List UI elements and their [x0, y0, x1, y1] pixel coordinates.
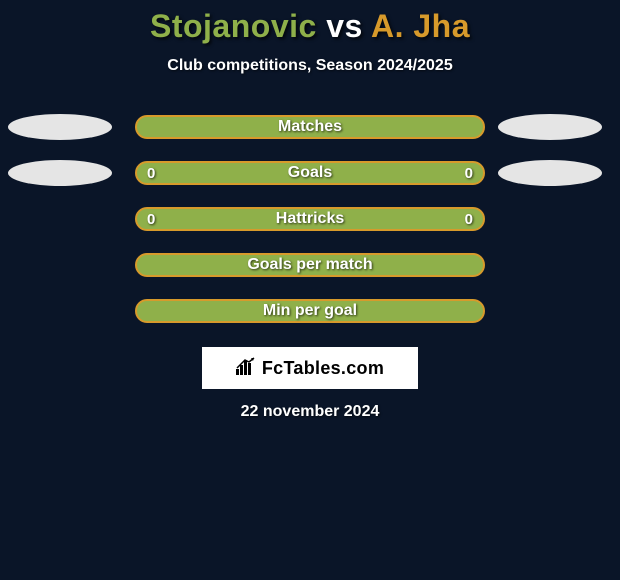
stat-row-goals: 0 Goals 0 — [0, 161, 620, 185]
player1-name: Stojanovic — [150, 8, 317, 44]
stats-rows: Matches 0 Goals 0 0 Hattricks 0 — [0, 115, 620, 323]
stat-label: Min per goal — [263, 302, 357, 320]
stat-right-value: 0 — [465, 211, 473, 228]
stat-left-value: 0 — [147, 211, 155, 228]
stat-row-min-per-goal: Min per goal — [0, 299, 620, 323]
left-ellipse — [8, 160, 112, 186]
brand-text: FcTables.com — [262, 358, 384, 379]
player2-name: A. Jha — [371, 8, 470, 44]
stat-left-value: 0 — [147, 165, 155, 182]
page-title: Stojanovic vs A. Jha — [0, 8, 620, 45]
stat-bar: 0 Hattricks 0 — [135, 207, 485, 231]
left-ellipse — [8, 114, 112, 140]
comparison-card: Stojanovic vs A. Jha Club competitions, … — [0, 0, 620, 421]
subtitle: Club competitions, Season 2024/2025 — [0, 57, 620, 75]
stat-label: Goals — [288, 164, 332, 182]
stat-bar: Goals per match — [135, 253, 485, 277]
stat-bar: 0 Goals 0 — [135, 161, 485, 185]
stat-right-value: 0 — [465, 165, 473, 182]
stat-label: Goals per match — [247, 256, 372, 274]
stat-row-hattricks: 0 Hattricks 0 — [0, 207, 620, 231]
brand-box: FcTables.com — [202, 347, 418, 389]
right-ellipse — [498, 114, 602, 140]
stat-label: Matches — [278, 118, 342, 136]
stat-bar: Matches — [135, 115, 485, 139]
stat-row-matches: Matches — [0, 115, 620, 139]
chart-icon — [236, 357, 258, 380]
stat-bar: Min per goal — [135, 299, 485, 323]
vs-text: vs — [326, 8, 363, 44]
date-text: 22 november 2024 — [0, 403, 620, 421]
stat-label: Hattricks — [276, 210, 344, 228]
stat-row-goals-per-match: Goals per match — [0, 253, 620, 277]
right-ellipse — [498, 160, 602, 186]
